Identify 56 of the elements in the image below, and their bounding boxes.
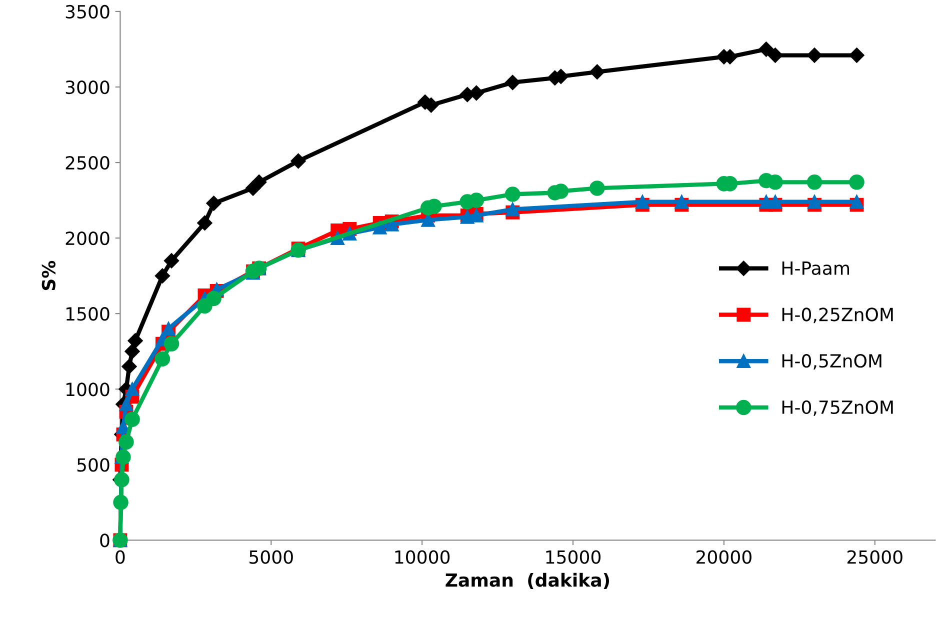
x-tick-label: 25000 (847, 550, 902, 564)
y-tick-label: 2500 (66, 156, 110, 170)
point (590, 64, 605, 80)
y-tick-label: 0 (100, 534, 110, 548)
point (124, 412, 140, 427)
point (206, 196, 222, 211)
point (125, 382, 140, 396)
x-tick-label: 20000 (696, 550, 752, 564)
point (118, 434, 134, 450)
point (504, 186, 520, 202)
point (384, 218, 399, 232)
point (506, 202, 520, 216)
point (768, 194, 782, 209)
y-tick-label: 1500 (66, 307, 110, 321)
point (251, 174, 267, 190)
legend-label: H-Paam (782, 262, 849, 275)
legend-label: H-0,75ZnOM (782, 400, 893, 416)
point (124, 344, 140, 359)
point (635, 194, 650, 209)
point (154, 351, 170, 367)
y-tick-label: 3000 (66, 80, 110, 94)
point (505, 74, 520, 90)
point (758, 42, 774, 57)
x-tick-label: 15000 (546, 550, 601, 564)
y-tick-label: 2000 (66, 232, 110, 246)
point (128, 333, 143, 348)
point (849, 174, 864, 190)
point (674, 194, 689, 209)
x-tick-label: 0 (116, 550, 125, 564)
point (808, 194, 822, 209)
point (768, 174, 783, 190)
legend-label: H-0,5ZnOM (782, 354, 882, 370)
point (806, 174, 822, 190)
point (164, 253, 180, 268)
y-tick-label: 3500 (66, 4, 110, 19)
y-tick-label: 1000 (66, 382, 110, 396)
legend-label: H-0,25ZnOM (782, 308, 893, 324)
point (122, 358, 137, 374)
point (113, 494, 128, 510)
point (806, 48, 822, 63)
point (290, 153, 306, 169)
point (162, 322, 176, 336)
x-axis-title: Zaman (dakika) (446, 572, 610, 590)
point (206, 290, 222, 306)
point (197, 215, 212, 231)
point (119, 397, 134, 412)
x-tick-label: 5000 (250, 550, 293, 564)
x-tick-label: 10000 (395, 550, 450, 564)
point (850, 194, 864, 209)
point (849, 48, 864, 63)
y-axis-title: S% (42, 260, 56, 290)
point (590, 180, 605, 196)
point (164, 336, 180, 352)
point (768, 48, 783, 63)
y-tick-label: 500 (77, 458, 110, 472)
point (154, 268, 170, 284)
